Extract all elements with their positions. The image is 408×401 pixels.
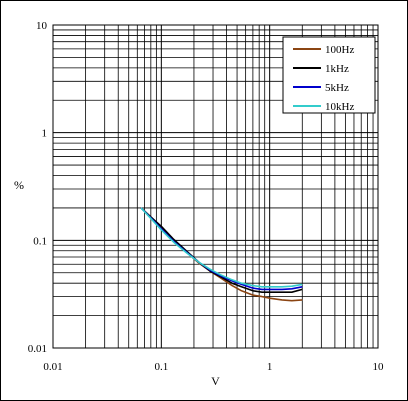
series-line — [140, 207, 303, 294]
x-tick-label: 10 — [373, 361, 385, 373]
x-tick-label: 0.01 — [43, 361, 62, 373]
tick-labels: 0.01 0.1 1 10 0.01 0.1 1 10 — [28, 20, 384, 373]
plot-border — [52, 24, 379, 349]
x-tick-label: 1 — [267, 361, 273, 373]
y-tick-label: 10 — [36, 20, 48, 32]
x-axis-label: V — [211, 374, 220, 388]
legend-label: 10kHz — [325, 101, 354, 113]
series-line — [140, 207, 303, 288]
x-tick-label: 0.1 — [154, 361, 168, 373]
y-tick-label: 1 — [42, 128, 48, 140]
y-tick-label: 0.1 — [33, 235, 47, 247]
legend-label: 5kHz — [325, 82, 349, 94]
series-layer — [140, 207, 303, 302]
y-tick-label: 0.01 — [28, 343, 47, 355]
y-axis-label: % — [14, 178, 24, 192]
legend-label: 1kHz — [325, 63, 349, 75]
legend-label: 100Hz — [325, 44, 354, 56]
legend: 100Hz 1kHz 5kHz 10kHz — [282, 36, 376, 114]
